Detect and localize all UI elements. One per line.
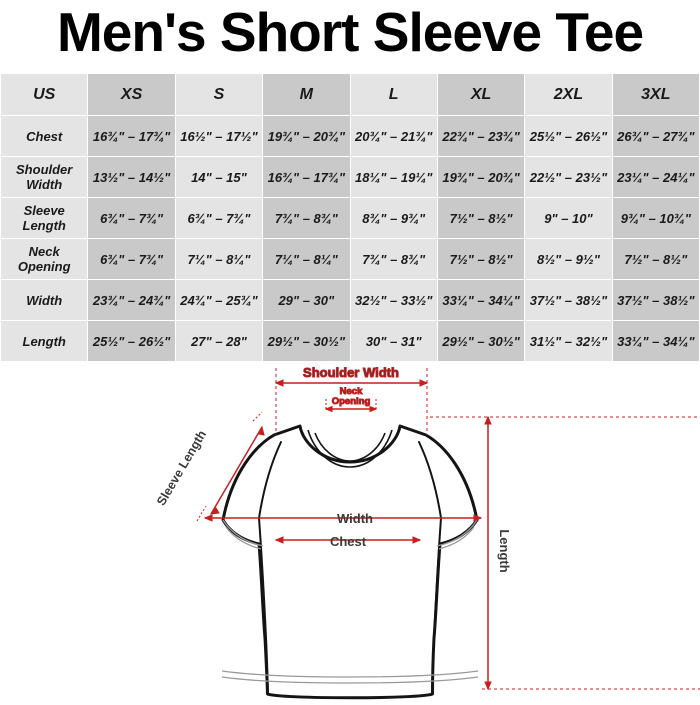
svg-text:Sleeve Length: Sleeve Length: [154, 428, 209, 508]
svg-text:Opening: Opening: [332, 396, 371, 407]
svg-text:Chest: Chest: [330, 534, 367, 549]
svg-text:Length: Length: [497, 529, 512, 572]
svg-text:Width: Width: [337, 511, 373, 526]
svg-text:Shoulder Width: Shoulder Width: [303, 366, 399, 380]
